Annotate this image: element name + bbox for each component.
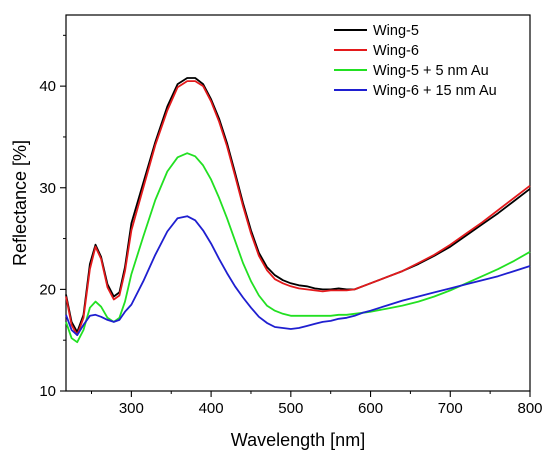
legend-label-3: Wing-5 + 5 nm Au: [373, 63, 489, 79]
y-tick-label: 20: [39, 281, 56, 298]
x-tick-label: 600: [358, 400, 383, 417]
x-axis-title: Wavelength [nm]: [231, 430, 365, 450]
series-line-3: [65, 152, 531, 344]
y-axis-ticks: 10 20 30 40: [39, 34, 66, 400]
y-tick-label: 30: [39, 180, 56, 197]
legend-label-1: Wing-5: [373, 23, 419, 39]
series-line-2: [65, 80, 531, 336]
series-line-4: [65, 215, 531, 336]
legend-label-2: Wing-6: [373, 43, 419, 59]
y-axis-title: Reflectance [%]: [10, 140, 30, 266]
x-tick-label: 800: [517, 400, 542, 417]
series-lines: [65, 77, 531, 344]
y-tick-label: 10: [39, 383, 56, 400]
plot-frame: [65, 14, 531, 392]
x-tick-label: 700: [438, 400, 463, 417]
x-tick-label: 400: [199, 400, 224, 417]
series-line-1: [65, 77, 531, 333]
y-tick-label: 40: [39, 78, 56, 95]
x-tick-label: 300: [119, 400, 144, 417]
x-axis-ticks: 300 400 500 600 700 800: [91, 391, 543, 417]
legend: Wing-5 Wing-6 Wing-5 + 5 nm Au Wing-6 + 15 …: [334, 23, 497, 99]
x-tick-label: 500: [278, 400, 303, 417]
legend-label-4: Wing-6 + 15 nm Au: [373, 83, 497, 99]
plot-area: [65, 14, 531, 392]
